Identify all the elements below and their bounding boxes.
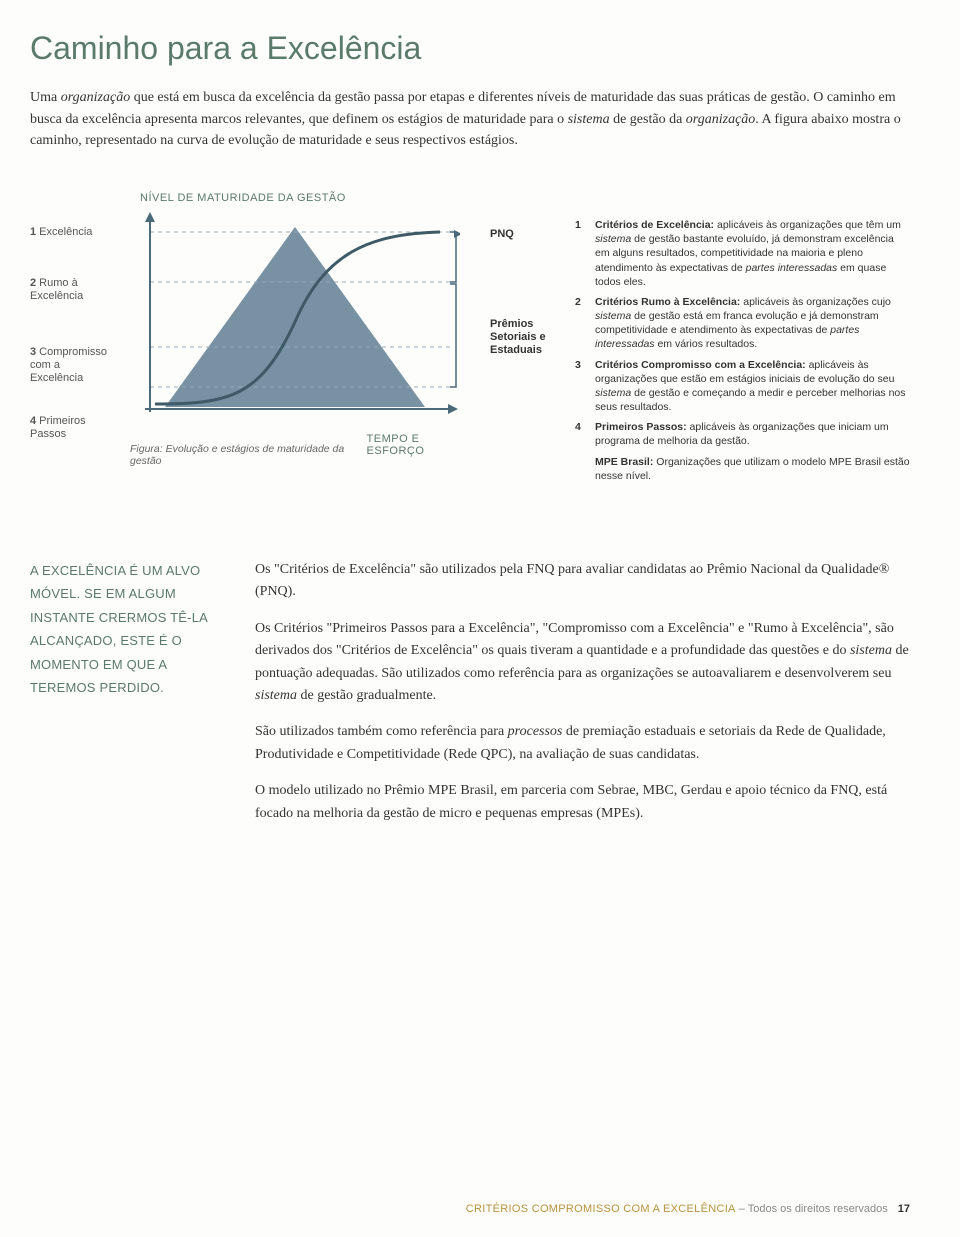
y-label-1: 1 Excelência (30, 226, 130, 239)
body-paragraph-1: Os "Critérios de Excelência" são utiliza… (255, 559, 910, 604)
chart-y-axis-title: NÍVEL DE MATURIDADE DA GESTÃO (140, 192, 910, 204)
footer-page-number: 17 (898, 1203, 910, 1215)
body-paragraph-4: O modelo utilizado no Prêmio MPE Brasil,… (255, 780, 910, 825)
chart-bracket-labels: PNQ PrêmiosSetoriais eEstaduais (480, 212, 575, 358)
bracket-label-2: PrêmiosSetoriais eEstaduais (490, 318, 575, 358)
chart-row: 1 Excelência 2 Rumo àExcelência 3 Compromi… (30, 212, 910, 489)
legend-item-2: 2Critérios Rumo à Excelência: aplicáveis… (575, 295, 910, 352)
legend-item-5: MPE Brasil: Organizações que utilizam o … (575, 455, 910, 483)
footer-rights: – Todos os direitos reservados (736, 1203, 888, 1215)
chart-svg (130, 212, 460, 422)
y-label-2: 2 Rumo àExcelência (30, 277, 130, 303)
bracket-label-1: PNQ (490, 228, 575, 240)
legend-item-1: 1Critérios de Excelência: aplicáveis às … (575, 218, 910, 289)
page-footer: CRITÉRIOS COMPROMISSO COM A EXCELÊNCIA –… (466, 1203, 910, 1215)
body-paragraph-2: Os Critérios "Primeiros Passos para a Ex… (255, 618, 910, 708)
chart-legend: 1Critérios de Excelência: aplicáveis às … (575, 212, 910, 489)
bottom-columns: A EXCELÊNCIA É UM ALVO MÓVEL. SE EM ALGU… (30, 559, 910, 839)
chart-y-labels: 1 Excelência 2 Rumo àExcelência 3 Compromi… (30, 212, 130, 444)
page-title: Caminho para a Excelência (30, 30, 910, 67)
chart-x-axis-title: TEMPO E ESFORÇO (367, 433, 480, 457)
body-text: Os "Critérios de Excelência" são utiliza… (255, 559, 910, 839)
y-label-3: 3 Compromissocom aExcelência (30, 346, 130, 386)
legend-item-3: 3Critérios Compromisso com a Excelência:… (575, 358, 910, 415)
chart-caption: Figura: Evolução e estágios de maturidad… (130, 443, 377, 467)
legend-item-4: 4Primeiros Passos: aplicáveis às organiz… (575, 420, 910, 448)
body-paragraph-3: São utilizados também como referência pa… (255, 721, 910, 766)
maturity-chart: Figura: Evolução e estágios de maturidad… (130, 212, 480, 467)
footer-title: CRITÉRIOS COMPROMISSO COM A EXCELÊNCIA (466, 1203, 736, 1215)
y-label-4: 4 PrimeirosPassos (30, 415, 130, 441)
intro-paragraph: Uma organização que está em busca da exc… (30, 87, 910, 152)
quote-sidebar: A EXCELÊNCIA É UM ALVO MÓVEL. SE EM ALGU… (30, 559, 225, 839)
